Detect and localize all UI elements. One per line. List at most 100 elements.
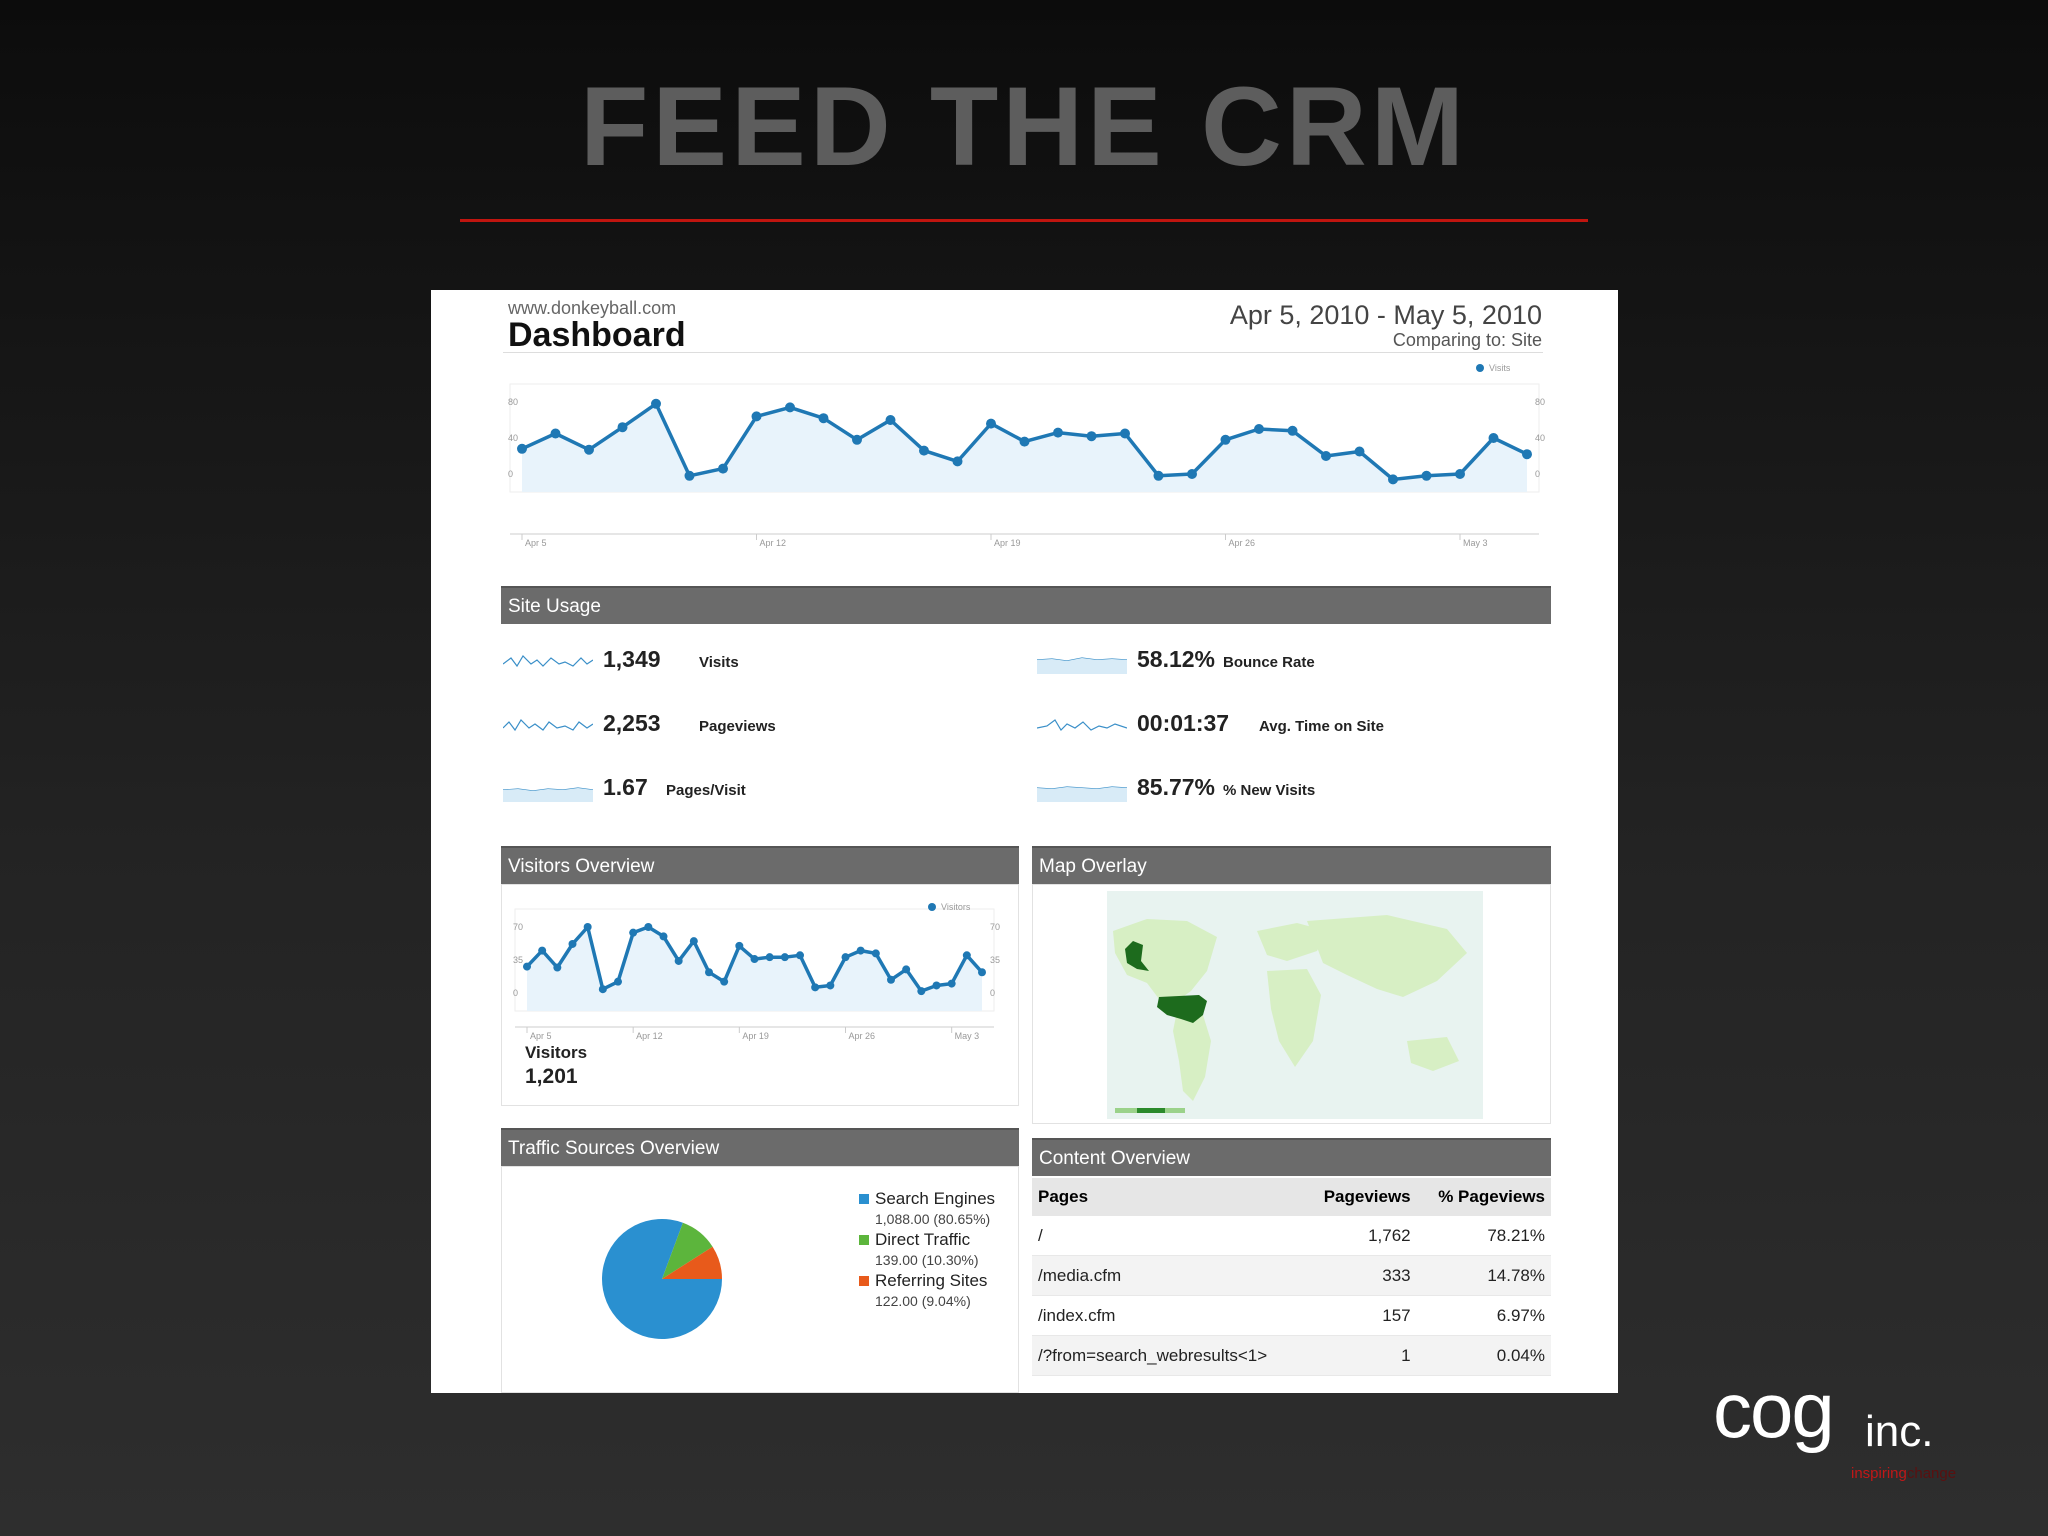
table-row[interactable]: / 1,762 78.21%: [1032, 1216, 1551, 1256]
legend-label: Visitors: [941, 902, 971, 912]
y-tick-label: 0: [513, 988, 518, 998]
data-point: [1254, 424, 1264, 434]
visitors-label: Visitors: [525, 1043, 588, 1062]
legend-item-referring-sites[interactable]: Referring Sites 122.00 (9.04%): [859, 1271, 987, 1311]
data-point: [1153, 470, 1164, 481]
data-point: [962, 951, 971, 960]
column-header-pages[interactable]: Pages: [1032, 1178, 1305, 1216]
pageviews-cell: 157: [1304, 1295, 1417, 1336]
sparkline-icon: [1037, 786, 1127, 802]
visitors-value: 1,201: [525, 1065, 578, 1088]
metric-label: Avg. Time on Site: [1259, 718, 1385, 735]
data-point: [785, 402, 795, 413]
metric-new-visits[interactable]: 85.77% % New Visits: [1037, 770, 1537, 806]
legend-detail: 1,088.00 (80.65%): [875, 1211, 991, 1227]
data-point: [932, 981, 941, 990]
data-point: [1053, 427, 1063, 438]
logo-tag-a: inspiring: [1851, 1465, 1907, 1482]
x-tick-label: Apr 19: [994, 538, 1021, 548]
data-point: [1321, 451, 1331, 461]
table-row[interactable]: /?from=search_webresults<1> 1 0.04%: [1032, 1335, 1551, 1376]
data-point: [705, 968, 713, 977]
data-point: [629, 928, 638, 937]
sparkline-icon: [503, 787, 593, 802]
y-tick-label: 80: [508, 397, 518, 407]
data-point: [684, 470, 695, 481]
data-point: [538, 946, 547, 955]
dashboard-screenshot: www.donkeyball.com Dashboard Apr 5, 2010…: [431, 290, 1618, 1393]
data-point: [1388, 474, 1398, 485]
pie-slice: [662, 1222, 713, 1279]
data-point: [598, 985, 607, 994]
sparkline-icon: [1037, 719, 1127, 731]
data-point: [1019, 436, 1030, 447]
page-path[interactable]: /?from=search_webresults<1>: [1032, 1335, 1305, 1376]
y-tick-label: 70: [513, 922, 523, 932]
metric-pageviews[interactable]: 2,253 Pageviews: [503, 706, 903, 742]
data-point: [689, 937, 698, 946]
x-tick-label: Apr 26: [1229, 538, 1256, 548]
x-tick-label: Apr 19: [742, 1031, 769, 1041]
metric-visits[interactable]: 1,349 Visits: [503, 642, 903, 678]
y-tick-label: 40: [1535, 433, 1545, 443]
y-tick-label: 0: [1535, 469, 1540, 479]
map-overlay-header[interactable]: Map Overlay: [1032, 846, 1551, 884]
traffic-pie-chart: [602, 1218, 722, 1339]
legend-label: Visits: [1489, 363, 1511, 373]
metric-pages-per-visit[interactable]: 1.67 Pages/Visit: [503, 770, 903, 806]
data-point: [720, 977, 729, 986]
table-header-row: Pages Pageviews % Pageviews: [1032, 1178, 1551, 1216]
y-tick-label: 0: [990, 988, 995, 998]
page-path[interactable]: /: [1032, 1216, 1305, 1256]
column-header-pageviews[interactable]: Pageviews: [1304, 1178, 1417, 1216]
metric-bounce-rate[interactable]: 58.12% Bounce Rate: [1037, 642, 1537, 678]
metric-avg-time[interactable]: 00:01:37 Avg. Time on Site: [1037, 706, 1537, 742]
metric-label: Bounce Rate: [1223, 654, 1315, 671]
data-point: [659, 932, 668, 941]
x-tick-label: May 3: [1463, 538, 1488, 548]
page-path[interactable]: /media.cfm: [1032, 1255, 1305, 1296]
data-point: [550, 428, 561, 439]
data-point: [826, 981, 835, 990]
data-point: [871, 949, 880, 958]
data-point: [523, 962, 531, 971]
pie-slice: [602, 1218, 722, 1339]
world-map[interactable]: [1107, 891, 1483, 1119]
data-point: [1086, 431, 1097, 442]
data-point: [1488, 433, 1499, 443]
visits-chart: 80 40 0 80 40 0 Apr 5 Apr 12 Apr 19 Apr 26 May 3 Vi…: [508, 363, 1545, 548]
data-point: [644, 923, 653, 931]
traffic-sources-header[interactable]: Traffic Sources Overview: [501, 1128, 1019, 1166]
x-tick-label: May 3: [955, 1031, 980, 1041]
table-row[interactable]: /media.cfm 333 14.78%: [1032, 1255, 1551, 1296]
data-point: [568, 939, 577, 948]
data-point: [978, 968, 986, 977]
content-overview-header[interactable]: Content Overview: [1032, 1138, 1551, 1176]
sparkline-icon: [1037, 657, 1127, 674]
data-point: [614, 977, 622, 986]
data-point: [617, 422, 628, 433]
data-point: [553, 963, 562, 972]
site-usage-header: Site Usage: [501, 586, 1551, 624]
data-point: [1421, 470, 1432, 481]
legend-item-search-engines[interactable]: Search Engines 1,088.00 (80.65%): [859, 1189, 995, 1229]
legend-item-direct-traffic[interactable]: Direct Traffic 139.00 (10.30%): [859, 1230, 979, 1270]
data-point: [947, 979, 956, 988]
visitors-overview-header[interactable]: Visitors Overview: [501, 846, 1019, 884]
metric-value: 58.12%: [1137, 646, 1216, 672]
y-tick-label: 70: [990, 922, 1000, 932]
page-path[interactable]: /index.cfm: [1032, 1295, 1305, 1336]
x-tick-label: Apr 12: [760, 538, 787, 548]
date-range[interactable]: Apr 5, 2010 - May 5, 2010: [1229, 300, 1542, 330]
legend-name: Search Engines: [875, 1189, 996, 1208]
dashboard-title: Dashboard: [508, 316, 686, 354]
data-point: [1287, 425, 1298, 436]
column-header-pct-pageviews[interactable]: % Pageviews: [1416, 1178, 1551, 1216]
data-point: [917, 987, 926, 996]
legend-name: Referring Sites: [875, 1271, 988, 1290]
x-tick-label: Apr 26: [849, 1031, 876, 1041]
data-point: [1354, 446, 1365, 457]
data-point: [517, 443, 527, 454]
table-row[interactable]: /index.cfm 157 6.97%: [1032, 1295, 1551, 1336]
data-point: [885, 415, 896, 425]
